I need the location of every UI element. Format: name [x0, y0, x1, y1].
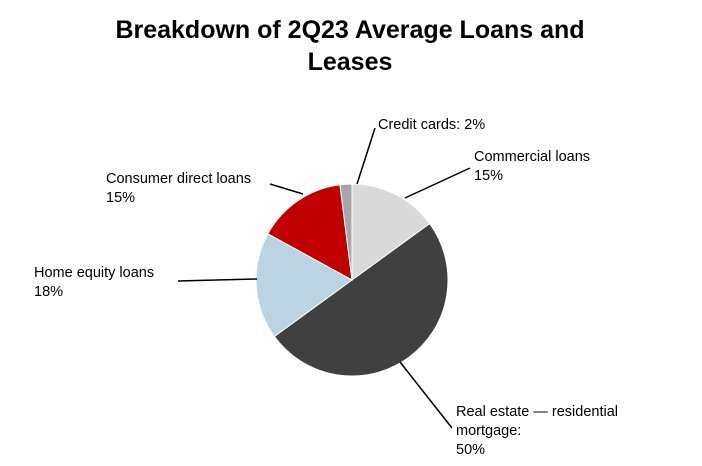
- slice-value-label: 15%: [474, 168, 504, 184]
- leader-line: [356, 127, 376, 185]
- slice-name: Home equity loans: [34, 265, 155, 281]
- slice-label: Real estate — residential mortgage: 50%: [456, 403, 621, 460]
- slice-name: Consumer direct loans: [106, 171, 252, 187]
- slice-name: Real estate — residential mortgage:: [456, 404, 618, 439]
- leader-line: [177, 278, 258, 282]
- slice-value-label: 2%: [464, 117, 486, 133]
- slice-label: Credit cards: 2%: [378, 116, 538, 135]
- slice-value-label: 50%: [456, 442, 486, 458]
- slice-label: Commercial loans 15%: [474, 148, 624, 186]
- pie-slice: [267, 184, 353, 281]
- leader-line: [404, 167, 471, 199]
- slice-name: Credit cards:: [378, 117, 461, 133]
- slice-label: Consumer direct loans 15%: [106, 170, 286, 208]
- pie-slice: [273, 222, 449, 377]
- slice-value-label: 15%: [106, 190, 136, 206]
- pie-slice: [255, 233, 353, 338]
- leader-line: [269, 183, 304, 195]
- slice-value-label: 18%: [34, 284, 64, 300]
- slice-label: Home equity loans 18%: [34, 264, 184, 302]
- chart-title: Breakdown of 2Q23 Average Loans and Leas…: [115, 16, 585, 76]
- pie-slice: [339, 183, 353, 281]
- leader-line: [399, 361, 453, 429]
- slice-name: Commercial loans: [474, 149, 591, 165]
- pie-slice: [351, 183, 431, 281]
